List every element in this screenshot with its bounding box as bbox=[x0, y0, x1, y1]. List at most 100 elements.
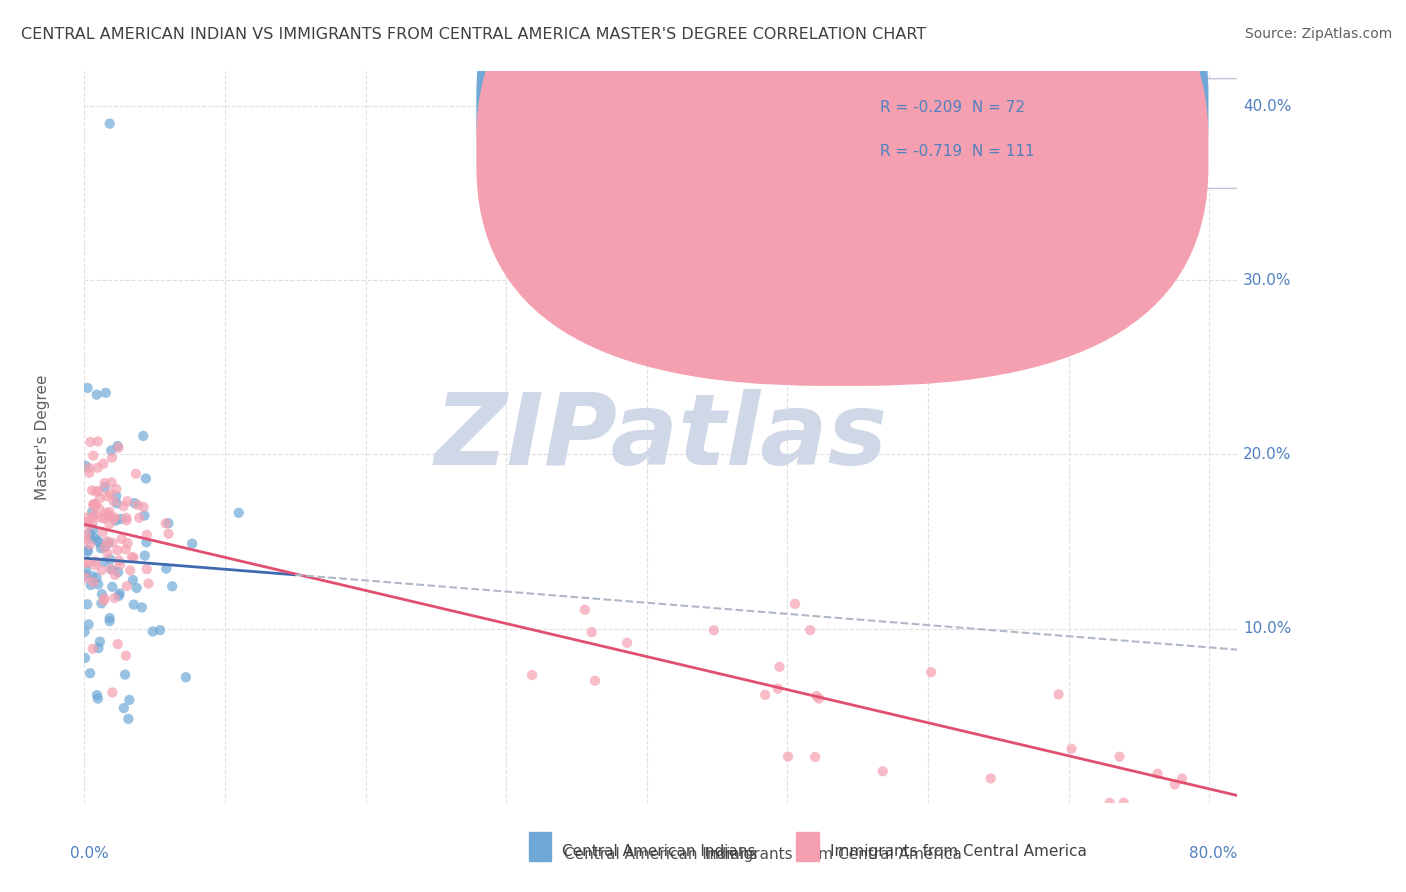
Text: Immigrants from Central America: Immigrants from Central America bbox=[706, 847, 962, 862]
Point bbox=[1112, 796, 1135, 810]
Point bbox=[98, 614, 121, 628]
Point bbox=[93, 457, 115, 471]
Point bbox=[128, 510, 150, 524]
Point bbox=[804, 750, 827, 764]
Point bbox=[100, 443, 122, 458]
Point bbox=[93, 540, 115, 554]
Text: 30.0%: 30.0% bbox=[1243, 273, 1291, 288]
Point bbox=[90, 541, 112, 555]
Point bbox=[155, 561, 177, 575]
Point bbox=[108, 553, 131, 567]
Point bbox=[132, 429, 155, 443]
Point bbox=[104, 567, 127, 582]
Point bbox=[112, 500, 135, 514]
Point bbox=[80, 483, 103, 498]
Point bbox=[105, 496, 128, 510]
Point bbox=[87, 483, 110, 498]
Text: 40.0%: 40.0% bbox=[1243, 99, 1291, 113]
Point bbox=[97, 536, 120, 550]
Point bbox=[1047, 688, 1070, 702]
Point bbox=[90, 563, 112, 577]
Point bbox=[86, 688, 108, 702]
Point bbox=[80, 578, 103, 592]
Point bbox=[94, 506, 117, 520]
Point bbox=[79, 518, 101, 533]
Point bbox=[83, 498, 105, 512]
Point bbox=[103, 494, 125, 508]
Point bbox=[90, 596, 112, 610]
Point bbox=[79, 538, 101, 552]
Point bbox=[82, 515, 104, 529]
Point bbox=[103, 511, 125, 525]
Point bbox=[754, 688, 776, 702]
Point bbox=[776, 749, 799, 764]
FancyBboxPatch shape bbox=[477, 0, 1209, 386]
Text: 20.0%: 20.0% bbox=[1243, 447, 1291, 462]
Point bbox=[111, 532, 134, 546]
Point bbox=[138, 576, 160, 591]
Point bbox=[155, 516, 177, 531]
Point bbox=[114, 542, 136, 557]
Text: Source: ZipAtlas.com: Source: ZipAtlas.com bbox=[1244, 27, 1392, 41]
Point bbox=[100, 562, 122, 576]
Point bbox=[107, 565, 129, 579]
Point bbox=[96, 490, 118, 504]
Point bbox=[104, 510, 127, 524]
Point bbox=[105, 482, 128, 496]
Point bbox=[76, 544, 98, 558]
Point bbox=[120, 564, 142, 578]
Point bbox=[83, 508, 105, 522]
Text: R = -0.719  N = 111: R = -0.719 N = 111 bbox=[880, 145, 1035, 160]
Point bbox=[89, 634, 111, 648]
Point bbox=[134, 549, 156, 563]
Point bbox=[96, 534, 118, 549]
FancyBboxPatch shape bbox=[787, 78, 1260, 188]
Point bbox=[84, 558, 107, 573]
Point bbox=[76, 597, 98, 611]
Point bbox=[86, 533, 108, 548]
Point bbox=[110, 512, 132, 526]
Point bbox=[107, 441, 129, 455]
Point bbox=[98, 486, 121, 500]
Point bbox=[583, 673, 606, 688]
Point bbox=[135, 528, 157, 542]
Point bbox=[768, 660, 790, 674]
Text: 0.0%: 0.0% bbox=[70, 847, 110, 862]
Point bbox=[94, 540, 117, 554]
Point bbox=[76, 543, 98, 558]
Text: 80.0%: 80.0% bbox=[1189, 847, 1237, 862]
Point bbox=[98, 611, 121, 625]
Point bbox=[83, 497, 105, 511]
Point bbox=[799, 623, 821, 637]
Point bbox=[124, 496, 146, 510]
Point bbox=[616, 636, 638, 650]
Point bbox=[89, 491, 111, 506]
Point bbox=[107, 439, 129, 453]
Point bbox=[82, 569, 104, 583]
Point bbox=[808, 691, 831, 706]
Point bbox=[122, 598, 145, 612]
Point bbox=[980, 772, 1002, 786]
Point bbox=[581, 625, 603, 640]
Point bbox=[574, 603, 596, 617]
Point bbox=[90, 587, 112, 601]
Point bbox=[132, 500, 155, 514]
Text: Immigrants from Central America: Immigrants from Central America bbox=[830, 845, 1087, 859]
Point bbox=[82, 641, 104, 656]
Point bbox=[87, 577, 110, 591]
Point bbox=[101, 450, 124, 465]
Point bbox=[181, 536, 204, 550]
Point bbox=[87, 640, 110, 655]
Point bbox=[75, 533, 97, 547]
Point bbox=[115, 579, 138, 593]
Point bbox=[117, 494, 139, 508]
Point bbox=[127, 498, 149, 512]
Point bbox=[77, 617, 100, 632]
Text: 10.0%: 10.0% bbox=[1243, 621, 1291, 636]
Point bbox=[117, 536, 139, 550]
Point bbox=[76, 381, 98, 395]
Point bbox=[1060, 741, 1083, 756]
Point bbox=[93, 511, 115, 525]
Point bbox=[84, 499, 107, 513]
Point bbox=[783, 597, 806, 611]
